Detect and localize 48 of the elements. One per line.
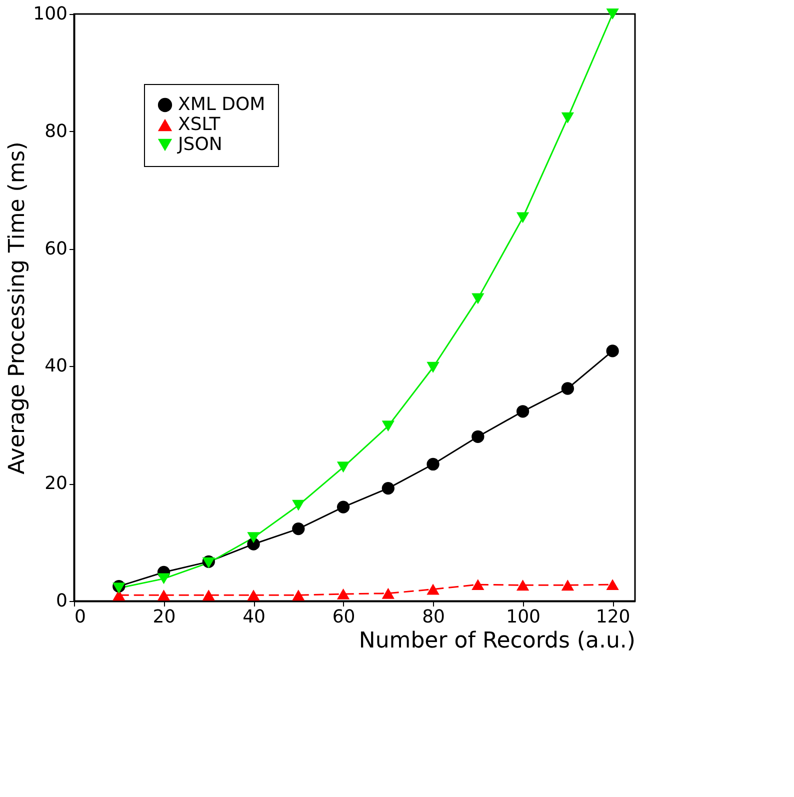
x-tick-label: 60 — [332, 606, 356, 628]
point — [202, 590, 215, 601]
point — [561, 580, 574, 591]
legend-label: JSON — [177, 134, 222, 155]
y-tick-label: 40 — [44, 356, 68, 377]
y-tick-label: 0 — [56, 590, 68, 612]
point — [516, 580, 530, 591]
y-tick-label: 80 — [44, 120, 68, 142]
point — [382, 588, 394, 599]
y-axis-title: Average Processing Time (ms) — [5, 142, 30, 474]
point — [157, 573, 170, 584]
point — [292, 522, 305, 536]
point — [472, 430, 484, 443]
y-tick-label: 20 — [44, 473, 68, 494]
point — [157, 590, 170, 601]
point — [606, 8, 619, 20]
point — [472, 579, 484, 590]
point — [336, 462, 350, 473]
point — [336, 500, 350, 514]
point — [561, 382, 574, 395]
y-tick-label: 60 — [44, 238, 68, 260]
legend-label: XSLT — [178, 114, 222, 135]
point — [336, 588, 350, 600]
x-tick-label: 80 — [422, 606, 445, 628]
point — [516, 405, 530, 418]
x-tick-label: 40 — [242, 606, 266, 628]
point — [247, 590, 260, 601]
point — [516, 212, 530, 224]
point — [561, 112, 574, 124]
x-tick-label: 120 — [596, 606, 630, 628]
x-tick-label: 20 — [152, 606, 176, 628]
point — [426, 584, 440, 595]
point — [382, 420, 394, 432]
point — [292, 590, 305, 601]
y-tick-label: 100 — [33, 4, 68, 24]
legend-label: XML DOM — [178, 94, 266, 115]
point — [292, 500, 305, 511]
point — [606, 344, 619, 358]
point — [606, 579, 619, 590]
point — [247, 532, 260, 544]
point — [112, 582, 126, 594]
x-tick-label: 100 — [506, 606, 540, 628]
x-axis-title: Number of Records (a.u.) — [358, 628, 636, 654]
x-tick-label: 0 — [74, 606, 86, 628]
point — [472, 293, 484, 304]
point — [382, 482, 394, 495]
point — [426, 458, 440, 471]
point — [426, 362, 440, 373]
